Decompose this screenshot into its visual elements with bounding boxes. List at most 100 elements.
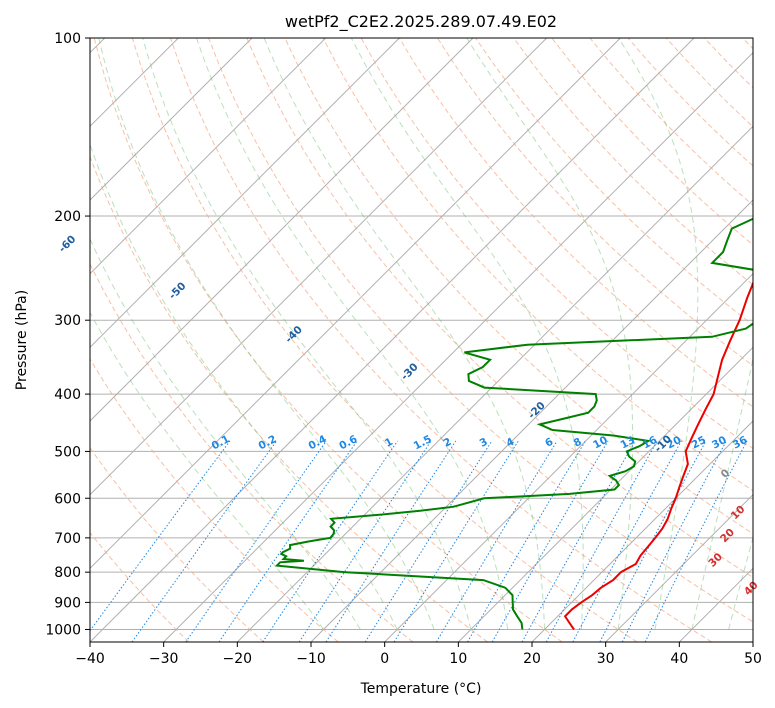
mixing-ratio-label: 36: [731, 434, 750, 451]
moist-adiabat-line: [90, 142, 398, 630]
moist-adiabat-line: [728, 535, 753, 630]
isotherm-line: [752, 641, 753, 642]
dry-adiabat-line: [513, 38, 753, 286]
dry-adiabat-line: [90, 155, 488, 642]
mixing-ratio-line: [393, 440, 519, 642]
y-tick-label: 800: [54, 565, 81, 581]
temperature-profile-line: [563, 280, 753, 631]
dry-adiabat-line: [284, 38, 753, 535]
mixing-ratio-line: [572, 440, 682, 642]
mixing-ratio-line: [90, 440, 231, 632]
moist-adiabat-line: [142, 38, 472, 630]
isotherm-line: [384, 272, 753, 642]
mixing-ratio-label: 0.1: [210, 433, 232, 452]
dry-adiabat-line: [360, 38, 753, 450]
mixing-ratio-line: [435, 440, 558, 642]
dry-adiabat-label: -60: [57, 233, 79, 255]
y-tick-label: 100: [54, 31, 81, 47]
mixing-ratio-line: [467, 440, 586, 642]
mixing-ratio-line: [644, 440, 748, 642]
x-tick-label: 10: [449, 651, 467, 667]
mixing-ratio-line: [218, 440, 358, 642]
dry-adiabat-label: -20: [526, 400, 548, 422]
mixing-ratio-line: [185, 440, 327, 642]
moist-adiabat-label: 20: [718, 526, 737, 545]
isotherm-line: [531, 420, 753, 642]
dry-adiabat-line: [131, 38, 638, 642]
y-tick-label: 500: [54, 444, 81, 460]
mixing-ratio-line: [491, 440, 609, 642]
x-tick-label: 30: [597, 651, 615, 667]
mixing-ratio-label: 10: [591, 434, 610, 451]
dry-adiabat-line: [90, 358, 339, 642]
y-axis-label: Pressure (hPa): [14, 290, 30, 390]
dry-adiabat-label: -30: [399, 361, 421, 383]
x-tick-label: −30: [149, 651, 179, 667]
dry-adiabat-line: [90, 446, 264, 642]
moist-adiabat-line: [350, 38, 584, 630]
chart-title: wetPf2_C2E2.2025.289.07.49.E02: [285, 12, 557, 32]
mixing-ratio-line: [621, 440, 727, 642]
isotherm-line: [90, 38, 400, 349]
mixing-ratio-line: [325, 440, 457, 642]
isotherm-line: [90, 38, 253, 201]
mixing-ratio-line: [262, 440, 398, 642]
y-tick-label: 700: [54, 531, 81, 547]
x-tick-label: 40: [670, 651, 688, 667]
dry-adiabat-line: [93, 38, 563, 642]
dry-adiabat-line: [742, 38, 753, 50]
reference-line-labels: 0.10.20.40.611.52346810131620253036-100-…: [57, 233, 761, 598]
x-tick-label: 20: [523, 651, 541, 667]
mixing-ratio-label: 6: [543, 436, 555, 450]
dry-adiabat-line: [322, 38, 753, 492]
mixing-ratio-line: [599, 440, 707, 642]
dewpoint-profile-line: [274, 217, 753, 630]
zero-isotherm-label: 0: [719, 467, 733, 481]
mixing-ratio-line: [545, 440, 658, 642]
y-tick-label: 1000: [45, 622, 81, 638]
moist-adiabat-label: 40: [742, 579, 761, 598]
x-axis-label: Temperature (°C): [360, 681, 482, 697]
y-tick-label: 400: [54, 387, 81, 403]
dry-adiabat-line: [665, 38, 753, 128]
dry-adiabat-line: [170, 38, 713, 642]
mixing-ratio-line: [131, 440, 278, 642]
x-tick-label: −10: [296, 651, 326, 667]
dry-adiabat-line: [246, 38, 753, 578]
y-tick-label: 200: [54, 209, 81, 225]
x-axis: −40 −30 −20 −10 0 10 20 30 40 50: [75, 642, 762, 667]
isotherm-line: [678, 567, 753, 642]
moist-adiabat-line: [196, 38, 509, 630]
x-tick-label: −20: [223, 651, 253, 667]
y-tick-label: 900: [54, 595, 81, 611]
dry-adiabat-line: [90, 531, 190, 642]
mixing-ratio-label: 1: [383, 436, 395, 450]
moist-adiabat-line: [618, 38, 699, 630]
plot-frame: [89, 37, 754, 643]
isotherm-line: [90, 38, 327, 275]
mixing-ratio-label: 3: [478, 436, 490, 450]
isotherm-line: [90, 38, 474, 422]
moist-adiabat-line: [466, 38, 634, 630]
y-tick-label: 300: [54, 313, 81, 329]
moist-adiabat-line: [90, 311, 324, 630]
moist-adiabat-line: [90, 237, 361, 630]
isotherm-line: [457, 346, 753, 642]
x-tick-label: 50: [744, 651, 762, 667]
moist-adiabat-label: 30: [706, 551, 725, 570]
dry-adiabat-line: [551, 38, 753, 246]
sounding-profiles: [274, 217, 753, 631]
background-reference-lines: [90, 38, 753, 642]
isotherm-line: [605, 493, 753, 642]
moist-adiabat-label: 10: [729, 503, 748, 522]
dry-adiabat-line: [90, 262, 414, 642]
dry-adiabat-label: -40: [283, 324, 305, 346]
x-tick-label: −40: [75, 651, 105, 667]
moist-adiabat-line: [691, 356, 753, 630]
isotherm-line: [163, 51, 753, 642]
dry-adiabat-line: [437, 38, 753, 367]
y-axis: 100 200 300 400 500 600 700 800 900 1000: [45, 31, 90, 638]
mixing-ratio-line: [298, 440, 432, 642]
dry-adiabat-line: [208, 38, 753, 623]
